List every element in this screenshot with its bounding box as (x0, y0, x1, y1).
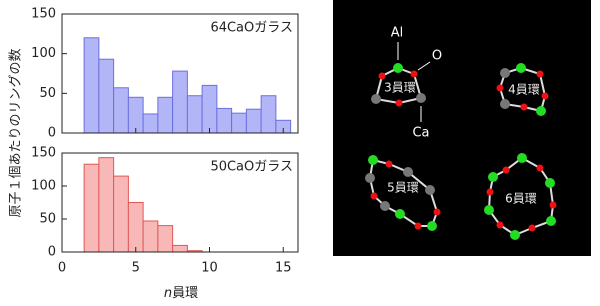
bar (127, 202, 144, 253)
y-tick-label: 100 (31, 46, 56, 61)
bar (113, 87, 129, 134)
atom (528, 224, 536, 232)
ring-label: 5員環 (387, 181, 419, 195)
ring-diagram: Al O Ca 3員環 4員環 5員環 6員環 (333, 0, 591, 256)
arrow (417, 61, 431, 71)
y-tick-label: 50 (39, 212, 56, 227)
ring-label: 6員環 (505, 192, 537, 206)
atom (510, 230, 520, 240)
atoms (365, 63, 557, 240)
bar (98, 157, 115, 253)
x-axis-var: n (164, 286, 172, 301)
x-tick-label: 15 (275, 261, 292, 276)
bar (157, 96, 174, 134)
atom (410, 70, 418, 78)
o-label: O (432, 49, 442, 64)
bar (245, 108, 262, 134)
ring-label: 4員環 (508, 83, 540, 97)
atom (545, 178, 555, 188)
atom (536, 106, 546, 116)
atom (486, 188, 494, 196)
atom (546, 216, 556, 226)
bar (172, 244, 188, 253)
atom (500, 99, 510, 109)
y-tick-label: 0 (48, 126, 56, 141)
bar (113, 175, 129, 253)
plot-frame (61, 13, 299, 134)
bar (157, 225, 174, 253)
atom (516, 63, 526, 73)
bar (186, 95, 203, 134)
bar (98, 58, 115, 134)
al-label: Al (391, 26, 404, 41)
atom (502, 166, 510, 174)
atom (488, 172, 498, 182)
atom (371, 94, 381, 104)
x-tick-label: 0 (58, 261, 66, 276)
chart-title: 64CaOガラス (210, 21, 293, 36)
atom (484, 205, 494, 215)
bar (83, 37, 100, 134)
y-axis-label: 原子１個あたりのリングの数 (9, 48, 24, 217)
atom (378, 72, 386, 80)
diagram-background (333, 0, 591, 256)
atom (370, 192, 378, 200)
y-tick-label: 0 (48, 245, 56, 260)
atom (496, 221, 504, 229)
bar (142, 113, 159, 134)
bar (201, 84, 218, 134)
y-tick-label: 50 (39, 86, 56, 101)
bar (231, 112, 247, 134)
bar (260, 95, 277, 134)
bar (172, 70, 188, 134)
atom (416, 93, 426, 103)
atom (393, 63, 403, 73)
x-axis-unit: 員環 (172, 286, 198, 301)
atom (536, 70, 544, 78)
atom (549, 201, 557, 209)
atom (395, 209, 405, 219)
x-tick-label: 5 (132, 261, 140, 276)
atom (425, 185, 435, 195)
atom (385, 160, 393, 168)
atom (541, 92, 549, 100)
bar (127, 96, 144, 134)
bar (216, 107, 233, 134)
atom (395, 99, 403, 107)
ca-label: Ca (412, 126, 429, 141)
atom (517, 153, 527, 163)
atom (536, 164, 544, 172)
x-axis-label: n員環 (164, 286, 198, 301)
y-tick-label: 150 (31, 7, 56, 22)
atom (500, 68, 510, 78)
atom (365, 173, 375, 183)
atom (427, 221, 437, 231)
plot-frame (61, 152, 299, 253)
x-tick-label: 10 (201, 261, 218, 276)
atom (414, 222, 422, 230)
y-tick-label: 100 (31, 179, 56, 194)
ring-label: 3員環 (384, 81, 416, 95)
atom (520, 103, 528, 111)
atom (368, 155, 378, 165)
chart-title: 50CaOガラス (210, 160, 293, 175)
atom (496, 84, 504, 92)
atom (433, 208, 441, 216)
atom (380, 201, 390, 211)
bar (83, 163, 100, 253)
bar (142, 220, 159, 253)
atom (403, 167, 413, 177)
y-tick-label: 150 (31, 146, 56, 161)
